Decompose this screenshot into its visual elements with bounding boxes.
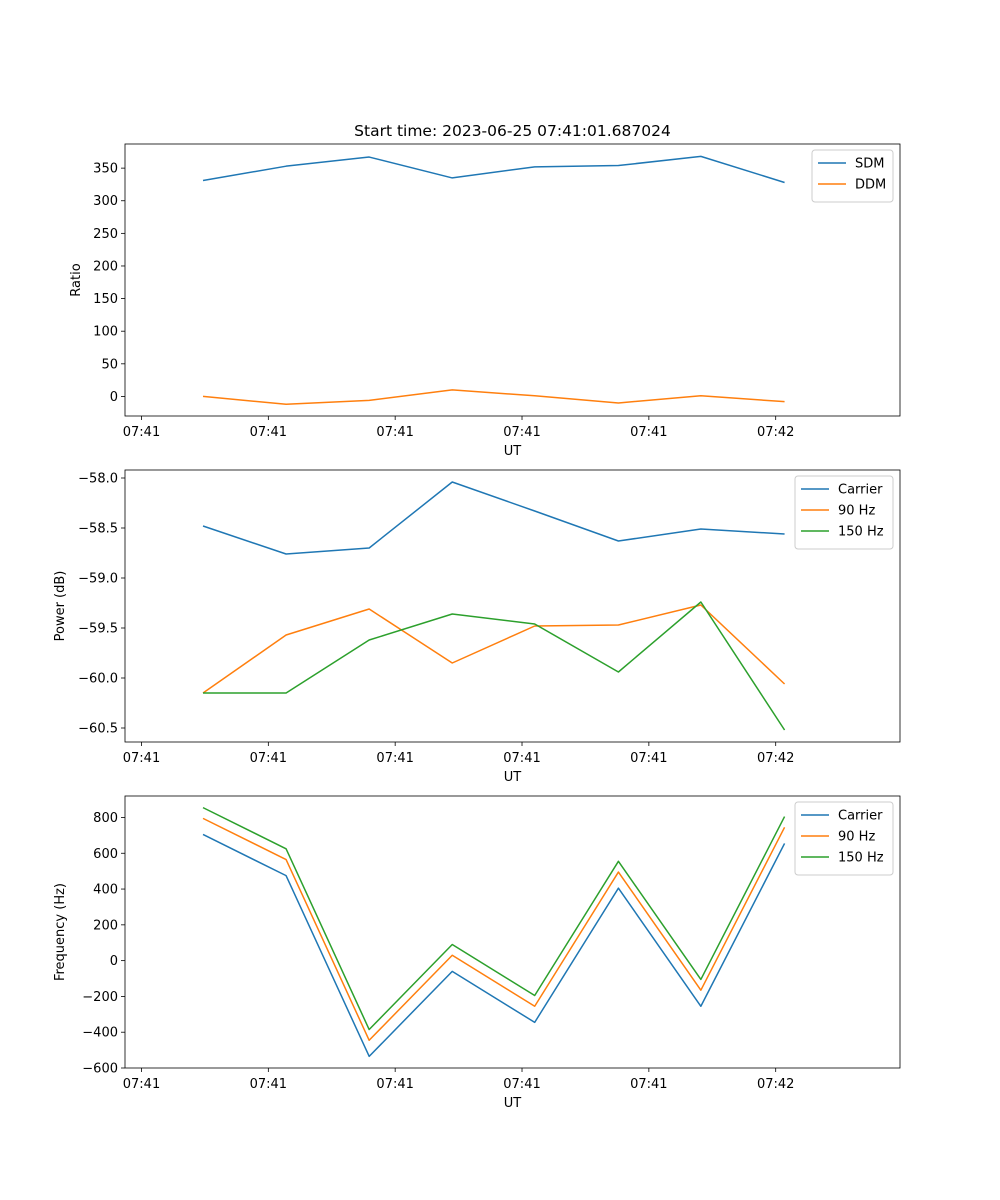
panel-3-series-90-hz-line <box>202 817 786 1042</box>
panel-2-y-tick-label: −58.5 <box>78 522 118 537</box>
panel-2-x-tick-label: 07:41 <box>630 751 667 766</box>
panel-1-x-tick-label: 07:41 <box>630 425 667 440</box>
panel-2-series-150-hz-line <box>203 601 786 731</box>
panel-1-x-tick-label: 07:41 <box>376 425 413 440</box>
panel-2-x-tick-label: 07:41 <box>503 751 540 766</box>
panel-1-y-tick-label: 350 <box>93 162 118 177</box>
panel-3-x-tick-label: 07:42 <box>757 1077 794 1092</box>
panel-2-y-tick-label: −59.5 <box>78 622 118 637</box>
panel-3-x-tick-label: 07:41 <box>503 1077 540 1092</box>
panel-3-y-tick-label: −600 <box>82 1062 118 1077</box>
panel-1-y-tick-label: 150 <box>93 292 118 307</box>
panel-3: 07:41 07:41 07:41 07:41 07:41 07:42 −600 −400 −2… <box>53 795 901 1111</box>
panel-3-x-tick-label: 07:41 <box>250 1077 287 1092</box>
panel-3-axes-frame <box>124 795 901 1069</box>
panel-1-legend: SDM DDM <box>811 149 894 203</box>
plots: 07:41 07:41 07:41 07:41 07:41 07:42 0 50 100 150 2… <box>53 143 901 1111</box>
panel-1-x-tick-label: 07:41 <box>503 425 540 440</box>
panel-3-series-150-hz-line <box>202 806 786 1031</box>
panel-2-series-90-hz-line <box>202 604 786 694</box>
panel-1-y-tick-label: 300 <box>93 194 118 209</box>
panel-2-legend: Carrier 90 Hz 150 Hz <box>794 475 894 550</box>
panel-2-x-axis-label: UT <box>504 770 522 785</box>
panel-2-x-tick-label: 07:42 <box>757 751 794 766</box>
panel-3-x-tick-label: 07:41 <box>376 1077 413 1092</box>
panel-3-y-axis-label: Frequency (Hz) <box>53 883 68 981</box>
panel-3-legend-label: 90 Hz <box>838 830 875 845</box>
panel-2-y-tick-label: −60.0 <box>78 672 118 687</box>
panel-1-y-tick-label: 50 <box>101 357 118 372</box>
panel-1-series-ddm-line <box>202 389 785 406</box>
figure-title: Start time: 2023-06-25 07:41:01.687024 <box>354 122 671 140</box>
panel-2-axes-frame <box>124 469 901 743</box>
panel-2-x-tick-label: 07:41 <box>250 751 287 766</box>
panel-3-x-axis-label: UT <box>504 1096 522 1111</box>
panel-2-y-tick-label: −59.0 <box>78 572 118 587</box>
panel-3-y-tick-label: 400 <box>93 883 118 898</box>
panel-2-series-carrier-line <box>202 481 785 555</box>
panel-2: 07:41 07:41 07:41 07:41 07:41 07:42 −60.5 −60.0… <box>53 469 901 785</box>
panel-3-y-tick-label: 200 <box>93 918 118 933</box>
panel-2-x-tick-label: 07:41 <box>123 751 160 766</box>
panel-2-y-tick-label: −58.0 <box>78 472 118 487</box>
panel-3-y-tick-label: −400 <box>82 1026 118 1041</box>
panel-2-x-tick-label: 07:41 <box>376 751 413 766</box>
panel-3-y-tick-label: 0 <box>110 954 118 969</box>
panel-1-axes-frame <box>124 143 901 417</box>
panel-1: 07:41 07:41 07:41 07:41 07:41 07:42 0 50 100 150 2… <box>69 143 901 459</box>
panel-2-y-tick-label: −60.5 <box>78 722 118 737</box>
panel-1-x-tick-label: 07:41 <box>123 425 160 440</box>
panel-2-legend-label: Carrier <box>838 483 883 498</box>
panel-1-legend-label: DDM <box>855 178 886 193</box>
panel-3-legend-label: Carrier <box>838 809 883 824</box>
panel-1-y-axis-label: Ratio <box>69 263 84 296</box>
panel-1-y-tick-label: 250 <box>93 227 118 242</box>
panel-2-legend-label: 150 Hz <box>838 525 884 540</box>
panel-1-legend-label: SDM <box>855 157 884 172</box>
panel-1-y-tick-label: 100 <box>93 325 118 340</box>
panel-1-series-sdm-line <box>202 155 785 184</box>
panel-3-legend-label: 150 Hz <box>838 851 884 866</box>
panel-1-y-tick-label: 0 <box>110 390 118 405</box>
panel-2-legend-label: 90 Hz <box>838 504 875 519</box>
panel-1-x-tick-label: 07:42 <box>757 425 794 440</box>
panel-2-y-axis-label: Power (dB) <box>53 571 68 642</box>
panel-3-y-tick-label: 800 <box>93 811 118 826</box>
panel-3-x-tick-label: 07:41 <box>630 1077 667 1092</box>
panel-3-y-tick-label: −200 <box>82 990 118 1005</box>
panel-3-x-tick-label: 07:41 <box>123 1077 160 1092</box>
panel-3-series-carrier-line <box>202 833 786 1058</box>
panel-1-x-tick-label: 07:41 <box>250 425 287 440</box>
panel-3-legend: Carrier 90 Hz 150 Hz <box>794 801 894 876</box>
panel-1-x-axis-label: UT <box>504 444 522 459</box>
panel-1-y-tick-label: 200 <box>93 259 118 274</box>
panel-3-y-tick-label: 600 <box>93 847 118 862</box>
